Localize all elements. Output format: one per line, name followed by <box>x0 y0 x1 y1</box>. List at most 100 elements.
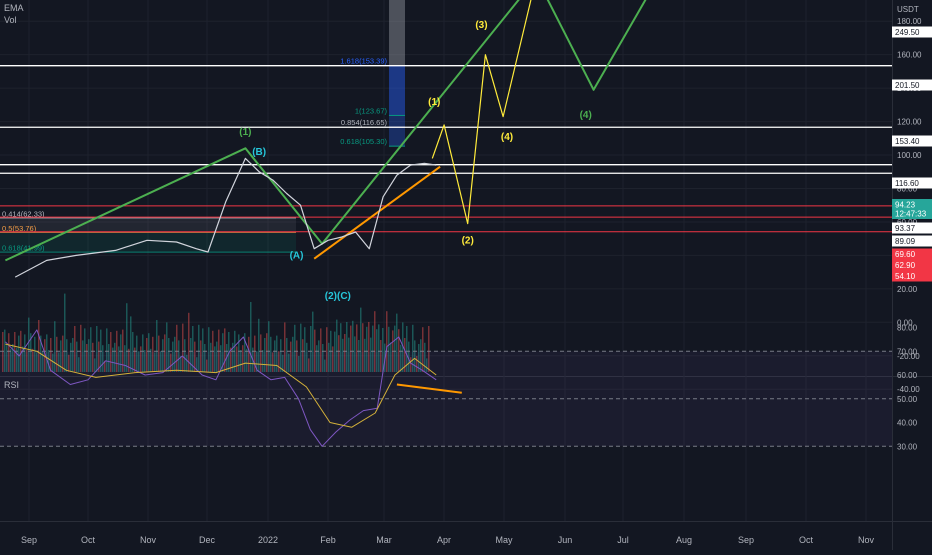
volume-bar <box>320 328 322 372</box>
volume-bar <box>254 335 256 372</box>
volume-bar <box>272 352 274 372</box>
price-tick-label: 0.00 <box>897 318 913 327</box>
series-price <box>14 157 437 278</box>
volume-bar <box>428 326 430 372</box>
volume-bar <box>378 324 380 372</box>
time-tick-label: Jul <box>617 535 629 545</box>
volume-bar <box>232 342 234 372</box>
volume-bar <box>304 327 306 372</box>
volume-bar <box>368 322 370 372</box>
price-badge-bg <box>892 26 932 38</box>
volume-bar <box>258 318 260 372</box>
price-badge-bg <box>892 177 932 189</box>
volume-bar <box>156 320 158 372</box>
indicator-vol-label[interactable]: Vol <box>4 15 17 25</box>
volume-bar <box>328 342 330 372</box>
time-tick-label: Jun <box>558 535 573 545</box>
price-tick-label: 160.00 <box>897 51 922 60</box>
volume-bar <box>362 323 364 372</box>
volume-bar <box>10 348 12 372</box>
price-badge-value: 89.09 <box>895 237 916 246</box>
volume-bar <box>366 326 368 372</box>
price-tick-label: 60.00 <box>897 218 918 227</box>
volume-bar <box>402 322 404 372</box>
volume-bar <box>308 358 310 372</box>
volume-bar <box>240 350 242 372</box>
wave-label: (B) <box>252 147 266 158</box>
time-tick-label: Oct <box>799 535 814 545</box>
volume-bar <box>248 336 250 372</box>
price-badge-value: 153.40 <box>895 137 920 146</box>
volume-bar <box>314 329 316 372</box>
wave-label: (3) <box>475 20 487 31</box>
price-tick-label: 20.00 <box>897 285 918 294</box>
series-yellow-projection <box>431 0 532 225</box>
volume-bar <box>376 329 378 372</box>
volume-bar <box>238 334 240 372</box>
fib-ext-zone-4 <box>389 115 405 147</box>
volume-bar <box>176 324 178 372</box>
volume-bar <box>182 323 184 372</box>
volume-bar <box>270 336 272 372</box>
volume-bar <box>78 357 80 372</box>
time-tick-label: Aug <box>676 535 692 545</box>
volume-bar <box>426 358 428 372</box>
volume-bar <box>52 353 54 372</box>
volume-bar <box>292 336 294 372</box>
volume-bar <box>284 322 286 372</box>
volume-bar <box>228 332 230 372</box>
price-tick-label: 120.00 <box>897 118 922 127</box>
volume-bar <box>416 356 418 372</box>
volume-bar <box>70 342 72 372</box>
volume-bar <box>322 344 324 372</box>
volume-bar <box>130 316 132 372</box>
volume-bar <box>398 329 400 372</box>
volume-bar <box>92 342 94 372</box>
series-green-projection <box>4 0 647 262</box>
volume-bar <box>18 335 20 372</box>
volume-bar <box>56 336 58 372</box>
fib-retracement-zone-lower <box>0 232 296 253</box>
volume-bar <box>356 324 358 372</box>
volume-bar <box>2 332 4 372</box>
indicator-ema-label[interactable]: EMA <box>4 3 24 13</box>
volume-bar <box>50 338 52 372</box>
wave-label: (A) <box>290 251 304 262</box>
volume-bar <box>354 336 356 372</box>
rsi-tick-label: 70.00 <box>897 347 918 356</box>
volume-bar <box>30 333 32 372</box>
volume-bar <box>266 333 268 372</box>
volume-bar <box>84 328 86 372</box>
volume-bar <box>106 328 108 372</box>
volume-bar <box>388 326 390 372</box>
volume-bar <box>134 347 136 372</box>
rsi-tick-label: 30.00 <box>897 442 918 451</box>
volume-bar <box>154 352 156 372</box>
volume-bar <box>208 327 210 372</box>
price-badge-bg <box>892 79 932 91</box>
volume-bar <box>128 348 130 372</box>
volume-bar <box>96 326 98 372</box>
fib-ext-zone-3 <box>389 65 405 116</box>
volume-bar <box>290 341 292 372</box>
volume-bar <box>34 336 36 372</box>
volume-bar <box>160 351 162 372</box>
volume-bar <box>216 341 218 372</box>
volume-bar <box>302 339 304 372</box>
volume-bar <box>306 342 308 372</box>
rsi-series-rsi-ma <box>5 343 437 428</box>
volume-bar <box>108 344 110 372</box>
volume-bar <box>140 346 142 372</box>
fib-extension-label: 1(123.67) <box>355 106 388 115</box>
fib-retracement-zone-upper <box>0 218 296 233</box>
volume-bar <box>110 332 112 372</box>
volume-bar <box>300 323 302 372</box>
price-badge-value: 94.23 <box>895 201 916 210</box>
volume-bar <box>28 317 30 372</box>
volume-bar <box>102 345 104 372</box>
rsi-panel-bg <box>0 377 892 522</box>
volume-bar <box>126 303 128 372</box>
volume-bar <box>374 311 376 372</box>
